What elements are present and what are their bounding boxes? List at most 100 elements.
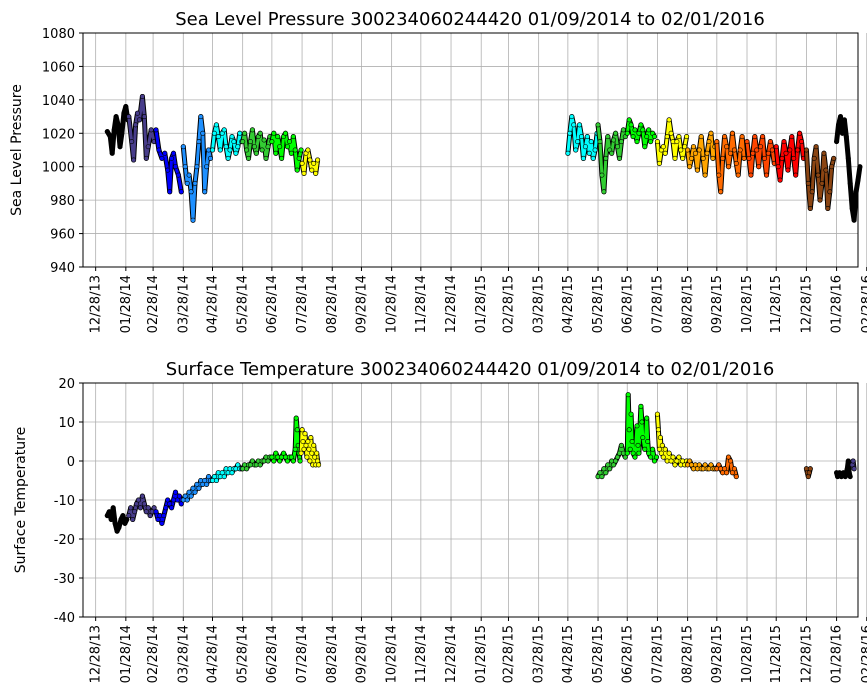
data-point [169, 505, 175, 511]
data-point [145, 144, 151, 150]
data-point [676, 134, 682, 140]
series-line [270, 131, 303, 172]
x-tick-label: 09/28/15 [710, 275, 725, 333]
y-tick-label: 940 [50, 261, 75, 276]
data-point [718, 189, 724, 195]
data-point [299, 160, 305, 166]
series-month-06-2014 [240, 127, 273, 161]
data-point [290, 458, 296, 464]
x-tick-label: 02/28/14 [146, 275, 161, 333]
data-point [725, 454, 731, 460]
data-point [244, 147, 250, 153]
data-point [722, 466, 728, 472]
data-point [126, 114, 132, 120]
y-tick-label: 20 [58, 377, 75, 392]
data-point [626, 117, 632, 123]
data-point [851, 217, 857, 223]
data-point [704, 150, 710, 156]
series-line [566, 115, 599, 160]
data-point [765, 150, 771, 156]
data-point [798, 139, 804, 145]
x-tick-label: 02/28/14 [146, 625, 161, 683]
data-point [744, 139, 750, 145]
data-point [178, 189, 184, 195]
data-point [638, 122, 644, 128]
data-point [829, 164, 835, 170]
data-point [273, 450, 279, 456]
data-point [119, 130, 125, 136]
y-tick-label: -10 [54, 494, 75, 509]
data-point [235, 144, 241, 150]
x-tick-label: 12/28/13 [89, 625, 104, 683]
x-tick-label: 02/28/16 [860, 625, 867, 683]
data-point [104, 129, 110, 135]
data-point [722, 134, 728, 140]
data-point [653, 454, 659, 460]
data-point [113, 114, 119, 120]
data-point [190, 217, 196, 223]
data-point [634, 423, 640, 429]
data-point [779, 155, 785, 161]
series-month-02-2014 [126, 94, 157, 163]
data-point [116, 524, 122, 530]
data-point [257, 130, 263, 136]
data-point [720, 155, 726, 161]
data-point [588, 139, 594, 145]
series-month-03-2014 [153, 127, 184, 195]
data-point [708, 130, 714, 136]
data-point [835, 122, 841, 128]
data-point [627, 446, 633, 452]
data-point [292, 446, 298, 452]
data-point [700, 155, 706, 161]
data-point [124, 516, 130, 522]
series-month-12-2015 [803, 466, 813, 480]
data-point [578, 134, 584, 140]
data-point [117, 144, 123, 150]
data-point [674, 139, 680, 145]
data-point [235, 462, 241, 468]
x-tick-label: 04/28/15 [561, 625, 576, 683]
data-point [159, 155, 165, 161]
data-point [731, 147, 737, 153]
data-point [281, 450, 287, 456]
data-point [851, 466, 857, 472]
data-point [192, 489, 198, 495]
data-point [685, 147, 691, 153]
data-point [670, 454, 676, 460]
data-point [223, 144, 229, 150]
data-point [315, 157, 321, 163]
data-point [586, 150, 592, 156]
data-point [640, 435, 646, 441]
x-tick-label: 11/28/15 [769, 625, 784, 683]
data-point [215, 134, 221, 140]
x-tick-label: 12/28/13 [89, 275, 104, 333]
data-point [632, 127, 638, 133]
y-tick-label: 1000 [42, 161, 75, 176]
data-point [576, 122, 582, 128]
data-point [597, 470, 603, 476]
data-point [263, 155, 269, 161]
data-point [118, 516, 124, 522]
data-point [605, 134, 611, 140]
y-tick-label: 1020 [42, 127, 75, 142]
data-point [680, 155, 686, 161]
data-point [632, 454, 638, 460]
data-point [135, 110, 141, 116]
data-point [182, 164, 188, 170]
data-point [655, 427, 661, 433]
data-point [180, 144, 186, 150]
data-point [688, 155, 694, 161]
data-point [153, 127, 159, 133]
data-point [312, 454, 318, 460]
data-point [690, 144, 696, 150]
surface-temperature-chart: Surface Temperature 300234060244420 01/0… [13, 359, 867, 683]
data-point [573, 147, 579, 153]
series-month-05-2015 [595, 442, 628, 480]
data-point [847, 180, 853, 186]
data-point [645, 438, 651, 444]
data-point [662, 446, 668, 452]
data-point [194, 481, 200, 487]
chart-title: Sea Level Pressure 300234060244420 01/09… [175, 9, 765, 30]
series-month-04-2015 [565, 114, 600, 161]
data-point [153, 509, 159, 515]
